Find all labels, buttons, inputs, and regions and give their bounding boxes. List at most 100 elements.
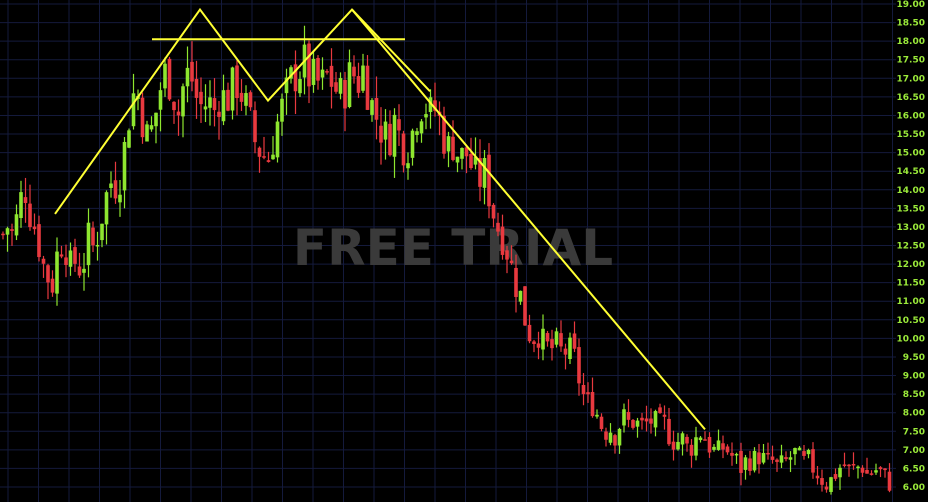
candle-up bbox=[208, 80, 212, 126]
candle-up bbox=[406, 152, 410, 180]
candle-up bbox=[145, 120, 149, 142]
candle-down bbox=[842, 452, 847, 468]
candle-down bbox=[334, 71, 338, 94]
candle-down bbox=[487, 143, 491, 219]
candle-down bbox=[226, 82, 230, 112]
candle-down bbox=[572, 321, 577, 353]
candle-body bbox=[122, 141, 127, 191]
candle-up bbox=[383, 109, 388, 160]
candle-body bbox=[860, 467, 865, 473]
candle-body bbox=[608, 432, 613, 443]
candle-body bbox=[217, 111, 221, 117]
candles bbox=[1, 25, 892, 495]
candle-body bbox=[370, 100, 374, 115]
candle-down bbox=[374, 76, 379, 140]
candle-down bbox=[307, 40, 311, 104]
candle-down bbox=[325, 69, 329, 75]
candle-up bbox=[298, 71, 302, 97]
candle-body bbox=[622, 409, 626, 426]
candle-up bbox=[608, 423, 613, 446]
candle-body bbox=[235, 65, 239, 99]
candle-down bbox=[662, 405, 667, 430]
candle-body bbox=[356, 76, 361, 93]
candle-body bbox=[649, 418, 653, 424]
candle-body bbox=[401, 133, 406, 166]
candle-body bbox=[410, 130, 415, 158]
candle-body bbox=[230, 67, 235, 111]
candle-down bbox=[775, 458, 779, 472]
candle-body bbox=[802, 451, 806, 456]
candle-up bbox=[410, 128, 415, 166]
candle-body bbox=[527, 324, 532, 342]
candle-body bbox=[676, 441, 680, 450]
candle-body bbox=[595, 414, 599, 417]
candle-up bbox=[788, 451, 793, 473]
candle-body bbox=[694, 437, 698, 456]
candle-body bbox=[203, 106, 208, 110]
candle-down bbox=[577, 338, 581, 396]
candle-body bbox=[757, 452, 761, 465]
candle-down bbox=[847, 463, 851, 477]
candle-body bbox=[284, 77, 289, 94]
candle-down bbox=[640, 412, 644, 430]
candle-up bbox=[100, 223, 104, 248]
candle-down bbox=[644, 405, 649, 432]
y-tick-label: 13.00 bbox=[897, 223, 925, 233]
candle-down bbox=[586, 382, 590, 403]
candle-body bbox=[635, 420, 640, 427]
candle-down bbox=[757, 443, 761, 474]
candle-body bbox=[185, 67, 190, 87]
candle-up bbox=[361, 53, 365, 93]
y-tick-label: 17.50 bbox=[897, 56, 925, 66]
candle-down bbox=[815, 465, 820, 485]
candle-down bbox=[46, 263, 50, 300]
candle-down bbox=[802, 445, 806, 460]
candle-body bbox=[158, 90, 163, 110]
candle-body bbox=[806, 449, 811, 455]
candle-body bbox=[212, 98, 217, 111]
candle-body bbox=[383, 121, 388, 140]
y-tick-label: 10.50 bbox=[897, 316, 925, 326]
candle-up bbox=[95, 231, 100, 261]
candle-up bbox=[676, 432, 680, 451]
candle-down bbox=[545, 330, 550, 347]
candle-down bbox=[293, 50, 298, 115]
candle-body bbox=[833, 474, 838, 479]
candle-body bbox=[689, 444, 694, 456]
candle-up bbox=[181, 83, 185, 138]
candle-down bbox=[73, 238, 77, 272]
candle-body bbox=[599, 416, 604, 429]
candle-down bbox=[356, 62, 361, 98]
candle-body bbox=[469, 153, 473, 169]
candle-down bbox=[37, 215, 41, 262]
candle-body bbox=[329, 65, 334, 87]
candle-body bbox=[118, 194, 122, 203]
candle-up bbox=[752, 447, 757, 473]
candle-up bbox=[743, 454, 748, 480]
candle-down bbox=[433, 82, 437, 117]
candle-body bbox=[496, 222, 500, 232]
candle-up bbox=[554, 327, 559, 348]
candle-body bbox=[473, 156, 478, 165]
candle-down bbox=[590, 377, 595, 418]
candle-up bbox=[311, 51, 316, 93]
candle-up bbox=[482, 150, 487, 205]
candle-up bbox=[347, 49, 352, 109]
candle-body bbox=[424, 114, 428, 118]
candle-body bbox=[361, 65, 365, 91]
candle-up bbox=[428, 89, 433, 129]
candle-body bbox=[293, 64, 298, 92]
candle-body bbox=[793, 448, 797, 455]
candle-down bbox=[671, 430, 676, 461]
candle-body bbox=[455, 156, 460, 163]
candle-body bbox=[662, 414, 667, 417]
candle-up bbox=[856, 465, 860, 479]
candle-body bbox=[289, 67, 293, 79]
candle-down bbox=[248, 90, 253, 111]
candle-body bbox=[167, 58, 172, 100]
candle-body bbox=[667, 418, 671, 445]
candle-body bbox=[320, 69, 325, 78]
candle-down bbox=[559, 320, 563, 352]
candle-body bbox=[127, 130, 131, 148]
